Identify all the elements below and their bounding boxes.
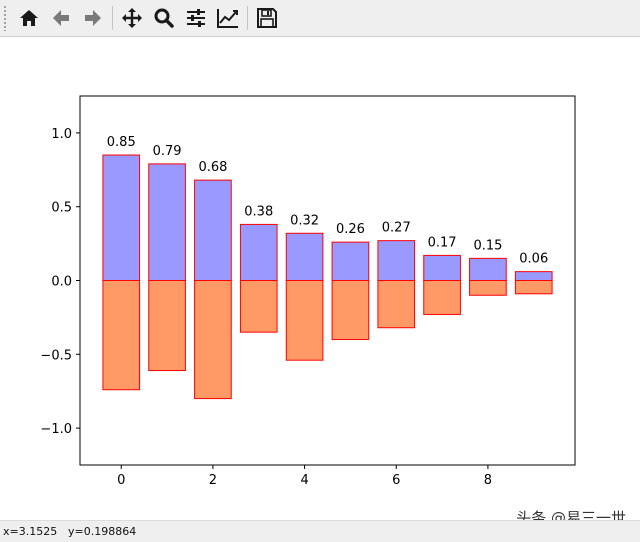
positive-bar — [377, 240, 416, 281]
positive-bar — [239, 223, 278, 282]
y-tick-label: 0.5 — [51, 201, 72, 216]
pan-button[interactable] — [119, 5, 145, 31]
cursor-x-readout: x=3.1525 — [3, 525, 58, 538]
negative-bar — [423, 280, 461, 315]
zoom-button[interactable] — [151, 5, 177, 31]
negative-bar — [148, 280, 186, 372]
negative-bar — [331, 280, 370, 341]
home-icon — [20, 10, 38, 26]
toolbar-separator — [247, 6, 248, 30]
cursor-y-readout: y=0.198864 — [68, 525, 137, 538]
bar-data-label: 0.79 — [153, 144, 182, 159]
status-bar: x=3.1525 y=0.198864 — [0, 520, 640, 542]
back-button[interactable] — [48, 5, 74, 31]
negative-bar — [469, 280, 507, 296]
bar-data-label: 0.85 — [107, 135, 136, 150]
x-tick-label: 8 — [484, 473, 492, 488]
bar-data-label: 0.27 — [382, 221, 411, 236]
edit-axis-button[interactable] — [215, 5, 241, 31]
bar-data-label: 0.32 — [290, 213, 319, 228]
floppy-disk-icon — [257, 8, 277, 28]
arrow-right-icon — [85, 10, 101, 26]
positive-bar — [514, 271, 553, 281]
x-tick-label: 2 — [209, 473, 217, 488]
bar-data-label: 0.38 — [244, 204, 273, 219]
positive-bar — [423, 254, 461, 282]
save-button[interactable] — [254, 5, 280, 31]
positive-bar — [285, 232, 324, 282]
home-button[interactable] — [16, 5, 42, 31]
x-tick-label: 4 — [300, 473, 308, 488]
x-tick-label: 6 — [392, 473, 400, 488]
negative-bar — [377, 280, 416, 329]
x-tick-label: 0 — [117, 473, 125, 488]
y-tick-label: 0.0 — [51, 275, 72, 290]
configure-subplots-button[interactable] — [183, 5, 209, 31]
y-tick-label: −1.0 — [40, 422, 72, 437]
bar-chart: 0.850.790.680.380.320.26 0.270.17 0.150.06… — [40, 95, 576, 488]
toolbar-grip[interactable] — [3, 5, 7, 31]
negative-bar — [239, 280, 278, 333]
sliders-icon — [187, 9, 205, 27]
bar-data-label: 0.26 — [336, 222, 365, 237]
negative-bar — [194, 280, 232, 400]
negative-bar — [102, 280, 141, 391]
positive-bar — [331, 241, 370, 281]
line-chart-icon — [217, 9, 238, 28]
move-icon — [122, 8, 142, 28]
negative-bar — [285, 280, 324, 361]
magnifier-icon — [154, 8, 174, 28]
navigation-toolbar — [0, 0, 640, 37]
bar-data-label: 0.17 — [428, 235, 457, 250]
positive-bar — [102, 154, 141, 281]
toolbar-separator — [112, 6, 113, 30]
positive-bar — [148, 163, 186, 281]
arrow-left-icon — [53, 10, 69, 26]
positive-bar — [469, 257, 507, 281]
negative-bar — [514, 280, 553, 295]
bar-data-label: 0.15 — [473, 238, 502, 253]
bar-data-label: 0.06 — [519, 252, 548, 267]
bar-data-label: 0.68 — [198, 160, 227, 175]
figure-canvas[interactable]: 0.85 0.79 0.68 0.38 0.32 0.26 0.27 0.17 0.15 0.06… — [0, 37, 640, 520]
y-tick-label: −0.5 — [40, 348, 72, 363]
positive-bar — [194, 179, 232, 281]
y-tick-label: 1.0 — [51, 127, 72, 142]
forward-button[interactable] — [80, 5, 106, 31]
